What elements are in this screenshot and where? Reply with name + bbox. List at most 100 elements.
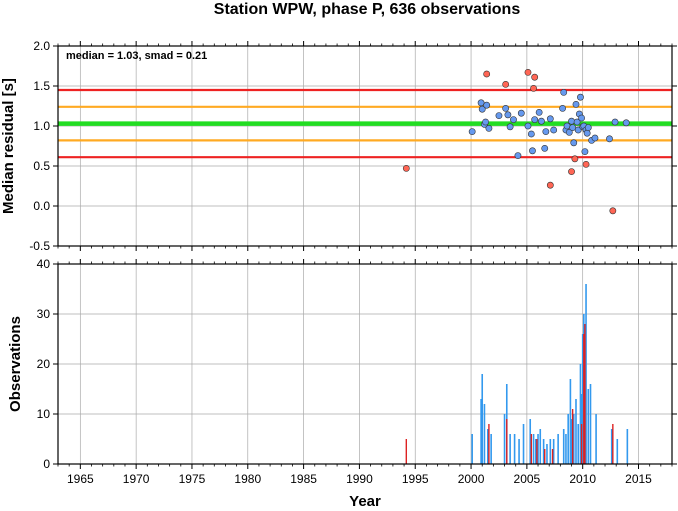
residual-point <box>559 105 566 112</box>
observation-bar <box>513 434 516 464</box>
observation-bar <box>610 429 613 464</box>
y-tick-label: 0.0 <box>33 199 50 213</box>
outlier-bar <box>584 324 586 464</box>
observation-bar <box>589 384 592 464</box>
observation-bar <box>581 334 584 464</box>
residual-point <box>485 124 493 132</box>
residual-point <box>510 116 517 123</box>
x-tick-label: 2010 <box>569 472 596 486</box>
x-tick-label: 1985 <box>290 472 317 486</box>
y-tick-label: 20 <box>37 357 51 371</box>
x-tick-label: 1995 <box>402 472 429 486</box>
observation-bar <box>518 439 520 464</box>
residual-point <box>495 112 503 119</box>
y-tick-label: 30 <box>37 307 51 321</box>
residual-point <box>535 109 543 116</box>
observation-bar <box>570 419 573 464</box>
outlier-point <box>402 164 410 172</box>
residual-point <box>578 114 585 122</box>
outlier-bar <box>551 449 554 464</box>
residual-point <box>546 115 554 123</box>
observation-bars <box>405 284 629 464</box>
observation-bar <box>480 399 482 464</box>
residual-point <box>606 135 613 143</box>
residual-point <box>583 129 591 137</box>
outlier-bar <box>488 424 490 464</box>
observation-bar <box>509 434 511 464</box>
y-tick-label: 2.0 <box>33 39 50 53</box>
residual-point <box>502 105 510 112</box>
outlier-bar <box>571 409 574 464</box>
observation-bar <box>539 429 542 464</box>
residual-point <box>517 109 525 117</box>
observation-bar <box>569 379 572 464</box>
observation-bar <box>572 414 575 464</box>
outlier-point <box>582 160 590 168</box>
outlier-bar <box>405 439 408 464</box>
residual-point <box>506 123 514 131</box>
residual-point <box>563 122 571 130</box>
residual-point <box>581 148 589 155</box>
outlier-point <box>530 85 537 92</box>
observation-bar <box>487 429 489 464</box>
residual-point <box>478 105 486 113</box>
top-panel-frame <box>57 45 673 247</box>
outlier-point <box>546 181 554 189</box>
outlier-point <box>483 70 491 78</box>
residual-point <box>477 99 485 107</box>
outlier-bar <box>583 334 585 464</box>
observation-bar <box>626 429 629 464</box>
residual-point <box>568 117 575 125</box>
x-tick-label: 2005 <box>514 472 541 486</box>
residual-point <box>541 144 549 152</box>
residual-point <box>542 128 550 135</box>
observation-bar <box>522 424 525 464</box>
outlier-point <box>568 168 575 175</box>
residual-point <box>611 118 619 126</box>
observation-bar <box>529 419 532 464</box>
residual-point <box>529 147 536 155</box>
residual-point <box>569 124 577 131</box>
observation-bar <box>542 439 545 464</box>
y-tick-label: 1.0 <box>33 119 50 133</box>
residual-point <box>468 128 476 135</box>
observation-bar <box>579 364 582 464</box>
x-tick-label: 1975 <box>179 472 206 486</box>
outlier-point <box>531 73 539 81</box>
bottom-panel-ticks: 1965 1970 1975 1980 1985 1990 1995 2000 2005 2010… <box>37 257 677 486</box>
y-tick-label: 0 <box>43 457 50 471</box>
residual-point <box>531 116 539 123</box>
y-tick-label: 0.5 <box>33 159 50 173</box>
y-tick-label: 40 <box>37 257 51 271</box>
observation-bar <box>587 389 590 464</box>
bottom-panel-y-axis-label: Observations <box>7 316 24 412</box>
residual-point <box>537 117 545 125</box>
observation-bar <box>616 439 619 464</box>
observation-bar <box>471 434 473 464</box>
observation-bar <box>595 414 597 464</box>
observation-bar <box>481 374 484 464</box>
outlier-point <box>571 155 579 163</box>
residual-point <box>591 134 599 142</box>
observation-bar <box>585 284 587 464</box>
observation-bar <box>577 424 580 464</box>
top-panel-grid <box>58 45 672 247</box>
residual-point <box>560 89 568 96</box>
observation-bar <box>483 404 486 464</box>
median-smad-annotation: median = 1.03, smad = 0.21 <box>66 50 207 62</box>
observation-bar <box>532 434 535 464</box>
x-tick-label: 2000 <box>458 472 485 486</box>
residual-points <box>402 69 630 215</box>
residual-point <box>482 118 489 126</box>
residual-point <box>577 93 584 101</box>
outlier-bar <box>580 424 583 464</box>
observation-bar <box>546 444 548 464</box>
observation-bar <box>567 414 569 464</box>
observation-bar <box>537 434 539 464</box>
residual-point <box>565 128 573 136</box>
y-tick-label: 10 <box>37 407 51 421</box>
observation-bar <box>552 439 555 464</box>
residual-point <box>514 152 522 159</box>
observation-bar <box>557 434 559 464</box>
outlier-bar <box>612 424 614 464</box>
